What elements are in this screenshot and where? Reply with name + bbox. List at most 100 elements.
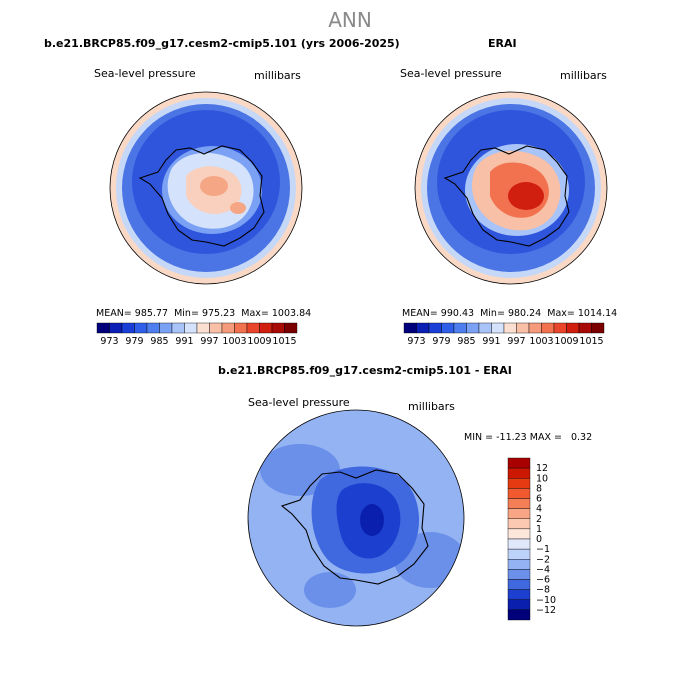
obs-colorbar-swatch <box>578 322 592 334</box>
model-colorbar-swatch <box>159 322 173 334</box>
model-interior-high-2 <box>230 202 246 214</box>
diff-interior-min <box>360 504 384 536</box>
obs-colorbar-tick-label: 979 <box>432 336 450 347</box>
diff-colorbar-swatch <box>507 609 531 621</box>
diff-colorbar-swatch <box>507 599 531 611</box>
obs-antarctica-outline <box>443 145 570 247</box>
model-colorbar-tick-label: 973 <box>100 336 118 347</box>
obs-colorbar: 973 979 985 991 997 1003 1009 1015 <box>403 322 605 347</box>
obs-units-label: millibars <box>560 69 607 82</box>
model-colorbar-swatch <box>109 322 123 334</box>
obs-min-value: 980.24 <box>507 308 542 319</box>
model-colorbar-swatch <box>271 322 285 334</box>
diff-colorbar-swatch <box>507 528 531 540</box>
obs-colorbar-tick-label: 991 <box>482 336 500 347</box>
model-colorbar-tick-label: 997 <box>200 336 218 347</box>
obs-colorbar-swatch <box>591 322 605 334</box>
model-min-label: Min= <box>174 308 199 319</box>
obs-colorbar-tick-label: 973 <box>407 336 425 347</box>
season-title: ANN <box>328 8 372 32</box>
obs-colorbar-swatch <box>478 322 492 334</box>
model-colorbar-swatch <box>184 322 198 334</box>
diff-colorbar-swatch <box>507 579 531 590</box>
model-panel-title: b.e21.BRCP85.f09_g17.cesm2-cmip5.101 (yr… <box>44 37 400 50</box>
diff-polar-map <box>248 410 464 626</box>
model-colorbar-tick-label: 979 <box>125 336 143 347</box>
model-polar-map <box>110 92 302 284</box>
diff-colorbar-tick-label: −12 <box>536 605 556 616</box>
model-colorbar-tick-label: 1015 <box>272 336 296 347</box>
obs-colorbar-swatch <box>416 322 430 334</box>
obs-min-label: Min= <box>480 308 505 319</box>
diff-colorbar-tick-label: 8 <box>536 483 542 494</box>
obs-polar-map <box>415 92 607 284</box>
obs-colorbar-swatch <box>466 322 480 334</box>
diff-panel-title: b.e21.BRCP85.f09_g17.cesm2-cmip5.101 - E… <box>218 364 512 377</box>
model-colorbar-swatch <box>259 322 273 334</box>
obs-stats: MEAN= 990.43 Min= 980.24 Max= 1014.14 <box>402 308 617 319</box>
diff-colorbar-tick-label: 0 <box>536 534 542 545</box>
diff-colorbar-swatch <box>507 559 531 570</box>
model-colorbar-swatch <box>134 322 148 334</box>
model-map-border <box>109 91 303 285</box>
model-colorbar-swatch <box>234 322 248 334</box>
diff-colorbar-tick-label: 2 <box>536 514 542 525</box>
obs-colorbar-tick-label: 1003 <box>529 336 553 347</box>
diff-colorbar-swatch <box>507 569 531 580</box>
diff-colorbar-swatch <box>507 589 531 600</box>
obs-interior-high <box>508 182 544 210</box>
obs-colorbar-swatch <box>428 322 442 334</box>
obs-colorbar-tick-label: 1009 <box>554 336 578 347</box>
model-colorbar-swatch <box>196 322 210 334</box>
model-variable-label: Sea-level pressure <box>94 67 196 80</box>
model-colorbar-swatch <box>246 322 260 334</box>
model-mean-label: MEAN= <box>96 308 132 319</box>
model-units-label: millibars <box>254 69 301 82</box>
model-colorbar-swatch <box>221 322 235 334</box>
diff-colorbar-swatch <box>507 548 531 560</box>
obs-colorbar-swatch <box>553 322 567 334</box>
obs-map-border <box>414 91 608 285</box>
diff-colorbar-tick-label: −6 <box>536 575 550 586</box>
obs-colorbar-tick-label: 997 <box>507 336 525 347</box>
diff-region-c <box>304 572 356 608</box>
obs-colorbar-swatch <box>528 322 542 334</box>
diff-colorbar-tick-label: 1 <box>536 524 542 535</box>
diff-units-label: millibars <box>408 400 455 413</box>
diff-map-border <box>247 409 465 627</box>
model-min-value: 975.23 <box>201 308 236 319</box>
obs-max-value: 1014.14 <box>577 308 618 319</box>
obs-panel-title: ERAI <box>488 37 517 50</box>
diff-colorbar-swatch <box>507 508 531 519</box>
diff-colorbar-tick-label: 6 <box>536 494 542 505</box>
diff-colorbar-swatch <box>507 518 531 530</box>
model-colorbar-tick-label: 1003 <box>222 336 246 347</box>
model-colorbar-tick-label: 1009 <box>247 336 271 347</box>
diff-colorbar-tick-label: −2 <box>536 554 550 565</box>
obs-colorbar-tick-label: 985 <box>457 336 475 347</box>
diff-colorbar-tick-label: 12 <box>536 463 548 474</box>
model-interior-high <box>200 176 228 196</box>
model-colorbar-swatch <box>121 322 135 334</box>
obs-variable-label: Sea-level pressure <box>400 67 502 80</box>
model-colorbar-swatch <box>284 322 298 334</box>
obs-mean-value: 990.43 <box>440 308 475 319</box>
obs-max-label: Max= <box>547 308 575 319</box>
diff-colorbar-tick-label: 10 <box>536 473 548 484</box>
model-colorbar: 973 979 985 991 997 1003 1009 1015 <box>96 322 298 347</box>
model-colorbar-swatch <box>146 322 160 334</box>
obs-colorbar-swatch <box>566 322 580 334</box>
diff-colorbar-tick-label: −10 <box>536 595 556 606</box>
obs-colorbar-swatch <box>503 322 517 334</box>
model-max-label: Max= <box>241 308 269 319</box>
obs-colorbar-swatch <box>491 322 505 334</box>
diff-minmax-text: MIN = -11.23 MAX = 0.32 <box>464 432 593 443</box>
model-colorbar-swatch <box>96 322 110 334</box>
obs-colorbar-swatch <box>453 322 467 334</box>
diff-colorbar-swatch <box>507 457 531 469</box>
model-max-value: 1003.84 <box>271 308 312 319</box>
diff-colorbar-tick-label: −4 <box>536 564 550 575</box>
diff-colorbar-swatch <box>507 467 531 479</box>
